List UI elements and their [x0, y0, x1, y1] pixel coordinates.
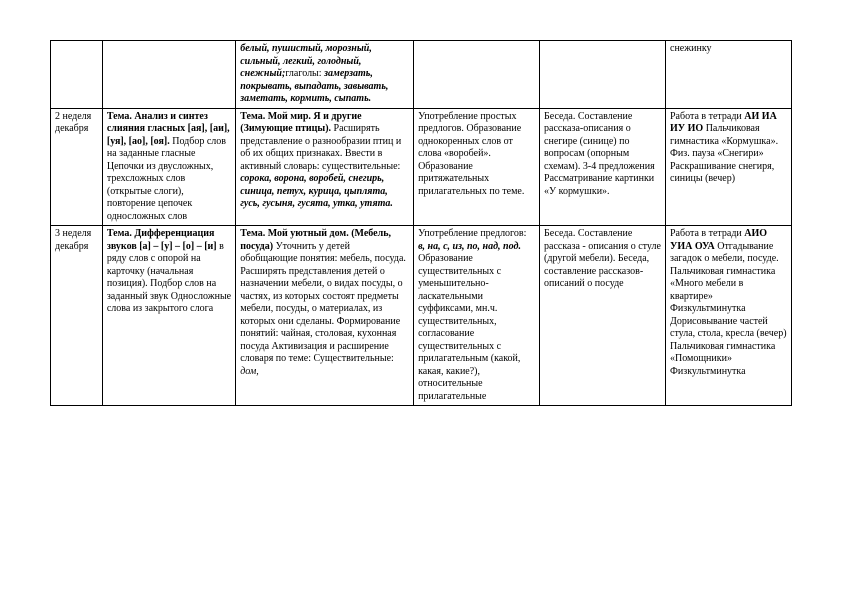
table-cell: [414, 41, 540, 109]
table-row: белый, пушистый, морозный, сильный, легк…: [51, 41, 792, 109]
table-cell: 3 неделя декабря: [51, 226, 103, 406]
table-cell: [540, 41, 666, 109]
table-cell: Беседа. Составление рассказа - описания …: [540, 226, 666, 406]
table-cell: Употребление простых предлогов. Образова…: [414, 108, 540, 226]
table-cell: Беседа. Составление рассказа-описания о …: [540, 108, 666, 226]
table-cell: Тема. Анализ и синтез слияния гласных [а…: [102, 108, 235, 226]
table-cell: Работа в тетради АИО УИА ОУА Отгадывание…: [666, 226, 792, 406]
table-cell: 2 неделя декабря: [51, 108, 103, 226]
lesson-plan-table: белый, пушистый, морозный, сильный, легк…: [50, 40, 792, 406]
table-cell: Тема. Дифференциация звуков [а] – [у] – …: [102, 226, 235, 406]
table-cell: снежинку: [666, 41, 792, 109]
table-cell: [51, 41, 103, 109]
table-row: 3 неделя декабряТема. Дифференциация зву…: [51, 226, 792, 406]
table-cell: Работа в тетради АИ ИА ИУ ИО Пальчиковая…: [666, 108, 792, 226]
table-cell: [102, 41, 235, 109]
document-page: белый, пушистый, морозный, сильный, легк…: [0, 0, 842, 446]
table-cell: Тема. Мой мир. Я и другие (Зимующие птиц…: [236, 108, 414, 226]
table-cell: Употребление предлогов: в, на, с, из, по…: [414, 226, 540, 406]
table-cell: белый, пушистый, морозный, сильный, легк…: [236, 41, 414, 109]
table-row: 2 неделя декабряТема. Анализ и синтез сл…: [51, 108, 792, 226]
table-cell: Тема. Мой уютный дом. (Мебель, посуда) У…: [236, 226, 414, 406]
